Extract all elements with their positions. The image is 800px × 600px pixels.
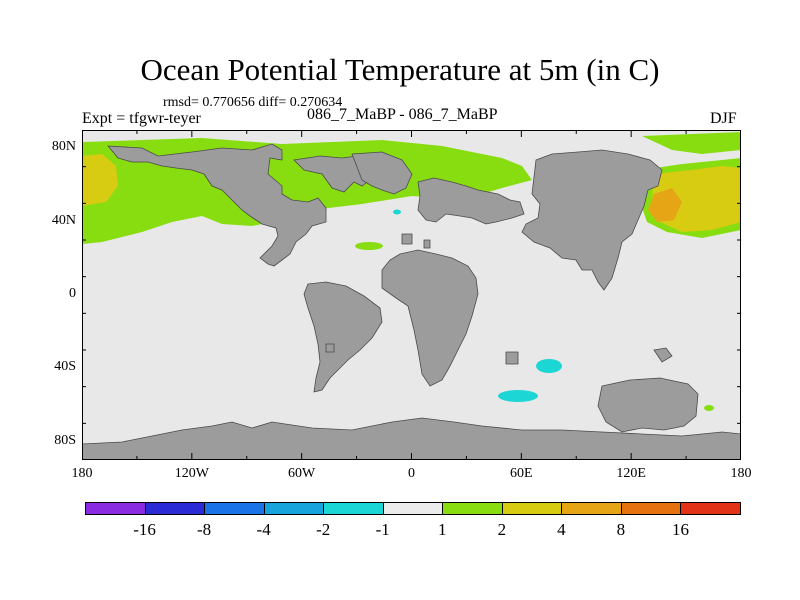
colorbar-label: 8 [616,520,626,539]
small-island [505,351,519,365]
colorbar-label: -1 [375,520,390,539]
north-america-land [107,143,327,267]
small-island [401,233,413,245]
colorbar-cell [204,502,265,515]
x-tick-label: 180 [71,466,93,481]
africa-land [381,249,479,387]
greenland-land [351,151,413,195]
southern-cyan-patch [498,390,538,402]
x-tick-label: 120W [174,466,209,481]
colorbar-label: 1 [438,520,447,539]
arctic-anomaly-east [642,132,741,154]
map-title: Ocean Potential Temperature at 5m (in C) [140,52,660,87]
season-label: DJF [710,110,737,127]
asia-land [521,149,663,291]
colorbar-cell [144,502,206,515]
y-tick-label: 80S [54,432,76,448]
rmsd-diff-stats: rmsd= 0.770656 diff= 0.270634 [163,95,343,110]
colorbar-cell [680,502,741,515]
colorbar-cell [382,502,444,515]
colorbar-label: 16 [671,520,689,539]
antarctica-land [82,417,741,460]
colorbar-label: 4 [557,520,566,539]
x-tick-label: 120E [616,466,646,481]
colorbar [85,502,741,515]
x-tick-label: 60W [288,466,316,481]
south-pacific-green-patch [704,405,714,411]
small-island [423,239,431,249]
map-plot [82,130,741,460]
x-tick-label: 0 [408,466,415,481]
west-yellow-anomaly [82,154,118,206]
colorbar-label: -4 [256,520,271,539]
small-island [653,347,673,363]
small-island [325,343,335,353]
south-america-land [303,281,383,393]
colorbar-cell [620,502,682,515]
x-tick-label: 180 [730,466,752,481]
colorbar-cell [501,502,563,515]
x-tick-label: 60E [510,466,533,481]
atlantic-green-patch [355,242,383,250]
indian-cyan-patch [536,359,562,373]
y-tick-label: 80N [51,139,76,155]
colorbar-label: -2 [316,520,331,539]
colorbar-cell [323,502,384,515]
colorbar-label: -16 [133,520,156,539]
east-orange-anomaly [648,188,682,222]
colorbar-label: -8 [196,520,212,539]
y-tick-label: 40N [51,212,76,228]
mediterranean-cyan-patch [393,209,401,215]
colorbar-cell [561,502,622,515]
colorbar-cell [442,502,503,515]
experiment-label: Expt = tfgwr-teyer [82,110,201,127]
colorbar-label: 2 [497,520,507,539]
colorbar-cell [85,502,146,515]
y-tick-label: 0 [69,286,76,301]
axis-ticks [82,130,741,460]
australia-land [597,377,699,433]
colorbar-cell [263,502,325,515]
case-id-label: 086_7_MaBP - 086_7_MaBP [307,106,498,123]
y-tick-label: 40S [54,359,76,375]
europe-land [417,177,525,225]
